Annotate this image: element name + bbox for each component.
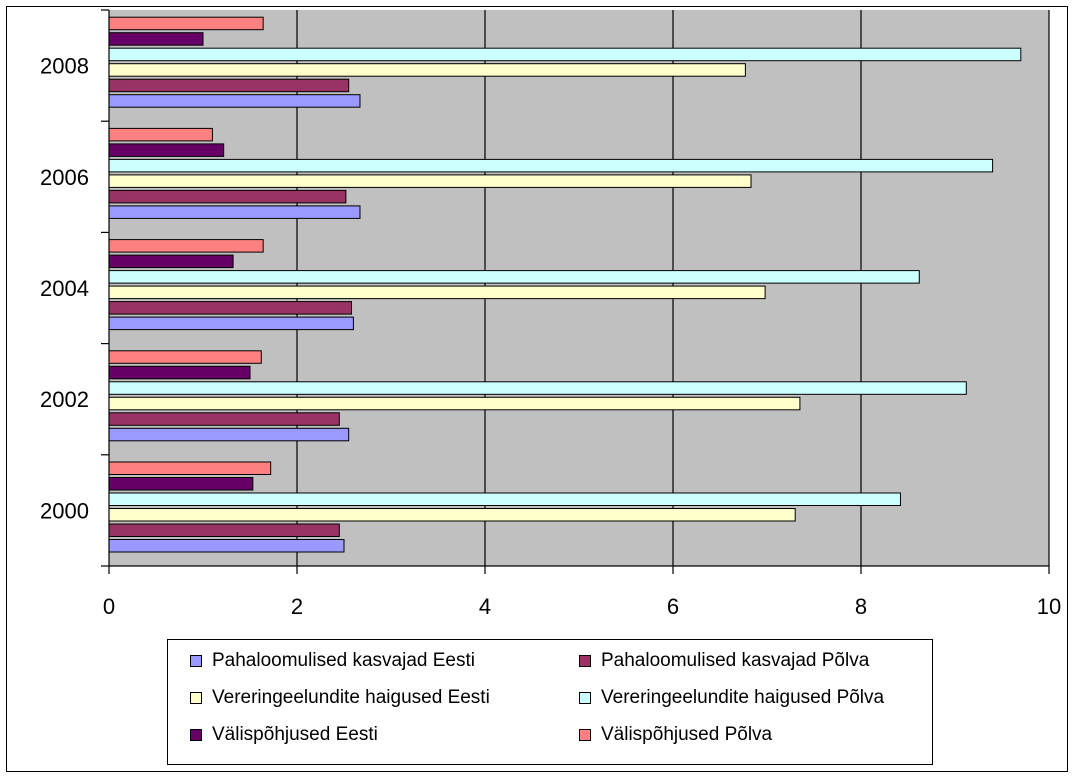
legend-swatch xyxy=(579,729,591,741)
bar xyxy=(108,316,354,331)
y-tick-label: 2008 xyxy=(40,54,89,79)
x-tick-label: 4 xyxy=(479,594,491,619)
legend-label: Välispõhjused Põlva xyxy=(601,724,773,745)
bar xyxy=(108,492,901,506)
chart-frame xyxy=(6,6,1068,772)
legend: Pahaloomulised kasvajad Eesti Pahaloomuli… xyxy=(167,639,933,765)
bar xyxy=(108,270,920,284)
legend-label: Pahaloomulised kasvajad Eesti xyxy=(212,650,475,671)
bar xyxy=(108,365,251,380)
bar xyxy=(108,94,361,108)
bar xyxy=(108,477,254,491)
bar xyxy=(108,32,204,46)
legend-label: Välispõhjused Eesti xyxy=(212,724,378,745)
legend-label: Pahaloomulised kasvajad Põlva xyxy=(601,650,870,671)
bar xyxy=(108,63,746,77)
bar xyxy=(108,461,272,475)
legend-item: Pahaloomulised kasvajad Eesti xyxy=(190,649,475,673)
bar xyxy=(108,205,361,219)
bar xyxy=(108,396,801,411)
x-tick-label: 8 xyxy=(855,594,867,619)
y-tick-label: 2000 xyxy=(40,498,89,523)
legend-swatch xyxy=(579,655,591,667)
x-tick-label: 0 xyxy=(103,594,115,619)
bar xyxy=(108,254,234,269)
x-tick-label: 6 xyxy=(667,594,679,619)
bars xyxy=(108,16,1022,553)
legend-item: Vereringeelundite haigused Põlva xyxy=(579,686,884,710)
y-tick-label: 2004 xyxy=(40,276,89,301)
x-tick-label: 2 xyxy=(291,594,303,619)
legend-swatch xyxy=(579,692,591,704)
bar xyxy=(108,427,350,442)
bar xyxy=(108,523,340,537)
x-tick-label: 10 xyxy=(1037,594,1061,619)
bar xyxy=(108,174,752,188)
bar xyxy=(108,301,353,315)
legend-swatch xyxy=(190,692,202,704)
legend-item: Välispõhjused Eesti xyxy=(190,723,378,747)
bar xyxy=(108,78,350,93)
axes: 2000 2002 2004 2006 2008 0 2 4 6 8 10 xyxy=(40,9,1061,619)
legend-swatch xyxy=(190,729,202,741)
bar xyxy=(108,508,796,522)
legend-item: Välispõhjused Põlva xyxy=(579,723,772,747)
bar xyxy=(108,189,347,204)
legend-item: Pahaloomulised kasvajad Põlva xyxy=(579,649,869,673)
bar xyxy=(108,143,225,157)
y-tick-label: 2002 xyxy=(40,387,89,412)
bar xyxy=(108,158,994,173)
legend-label: Vereringeelundite haigused Põlva xyxy=(601,687,885,708)
legend-item: Vereringeelundite haigused Eesti xyxy=(190,686,490,710)
bar xyxy=(108,16,264,31)
bar xyxy=(108,285,766,300)
legend-swatch xyxy=(190,655,202,667)
legend-label: Vereringeelundite haigused Eesti xyxy=(212,687,490,708)
y-tick-label: 2006 xyxy=(40,165,89,190)
bar xyxy=(108,47,1022,62)
bar xyxy=(108,127,213,142)
bar xyxy=(108,350,262,364)
bar xyxy=(108,239,264,253)
bar xyxy=(108,539,345,553)
bar xyxy=(108,412,340,426)
bar xyxy=(108,381,967,395)
